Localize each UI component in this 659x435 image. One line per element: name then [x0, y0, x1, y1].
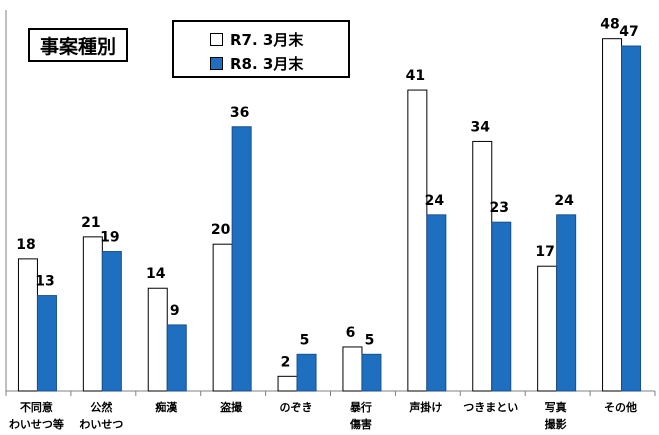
data-label-r7-3: 20	[211, 222, 231, 238]
bar-r8-0	[36, 295, 57, 392]
data-label-r8-9: 47	[619, 24, 638, 40]
category-label-7: つきまとい	[463, 401, 518, 414]
bar-r7-5	[342, 346, 363, 392]
bar-r7-4	[277, 375, 298, 392]
data-label-r8-0: 13	[35, 274, 54, 290]
data-label-r7-8: 17	[535, 244, 554, 260]
category-label-1: 公然	[90, 400, 112, 414]
data-label-r7-4: 2	[281, 354, 291, 370]
category-label-6: 声掛け	[408, 400, 442, 414]
data-label-r7-5: 6	[346, 325, 356, 341]
legend-label-r8: R8. 3月末	[230, 55, 304, 73]
data-label-r8-8: 24	[554, 193, 574, 209]
bar-r7-2	[147, 287, 168, 392]
category-label-9: その他	[604, 400, 637, 414]
data-label-r8-4: 5	[300, 332, 310, 348]
legend-item-r8: R8. 3月末	[210, 53, 303, 74]
category-label-4: のぞき	[280, 401, 313, 414]
bar-r8-5	[361, 353, 382, 392]
bar-r7-3	[212, 243, 233, 392]
category-label-0: 不同意	[20, 400, 53, 414]
bar-r8-9	[621, 45, 642, 392]
bar-r8-1	[101, 251, 122, 392]
bar-r7-9	[602, 38, 623, 392]
legend: R7. 3月末 R8. 3月末	[172, 20, 350, 78]
data-label-r7-9: 48	[600, 17, 619, 33]
data-label-r7-1: 21	[81, 215, 100, 231]
bar-r8-3	[231, 126, 252, 392]
data-label-r7-6: 41	[406, 68, 425, 84]
data-label-r8-6: 24	[425, 193, 445, 209]
chart-title: 事案種別	[28, 28, 128, 62]
category-label-3: 盗撮	[220, 400, 243, 414]
category-label-0: わいせつ等	[9, 417, 64, 431]
bar-r8-7	[491, 221, 512, 392]
legend-label-r7: R7. 3月末	[230, 31, 304, 49]
data-label-r7-7: 34	[471, 119, 491, 135]
legend-swatch-r7	[210, 33, 223, 46]
data-label-r8-1: 19	[100, 230, 119, 246]
bar-r7-1	[82, 236, 103, 392]
bar-r7-8	[537, 265, 558, 392]
category-label-8: 写真	[545, 400, 567, 414]
category-label-5: 暴行	[349, 400, 372, 414]
category-label-8: 撮影	[545, 417, 567, 431]
data-label-r8-3: 36	[230, 105, 249, 121]
data-label-r7-0: 18	[16, 237, 35, 253]
data-label-r8-7: 23	[490, 200, 509, 216]
category-label-1: わいせつ	[79, 418, 123, 431]
category-label-2: 痴漢	[155, 400, 178, 414]
legend-item-r7: R7. 3月末	[210, 29, 303, 50]
category-label-5: 傷害	[349, 417, 372, 431]
bar-r8-2	[166, 324, 187, 392]
bar-r8-6	[426, 214, 447, 392]
data-label-r7-2: 14	[146, 266, 166, 282]
bar-r8-4	[296, 353, 317, 392]
bar-r7-6	[407, 89, 428, 392]
bar-r7-7	[472, 140, 493, 392]
bar-r8-8	[556, 214, 577, 392]
data-label-r8-2: 9	[170, 303, 180, 319]
data-label-r8-5: 5	[365, 332, 375, 348]
legend-swatch-r8	[210, 57, 223, 70]
